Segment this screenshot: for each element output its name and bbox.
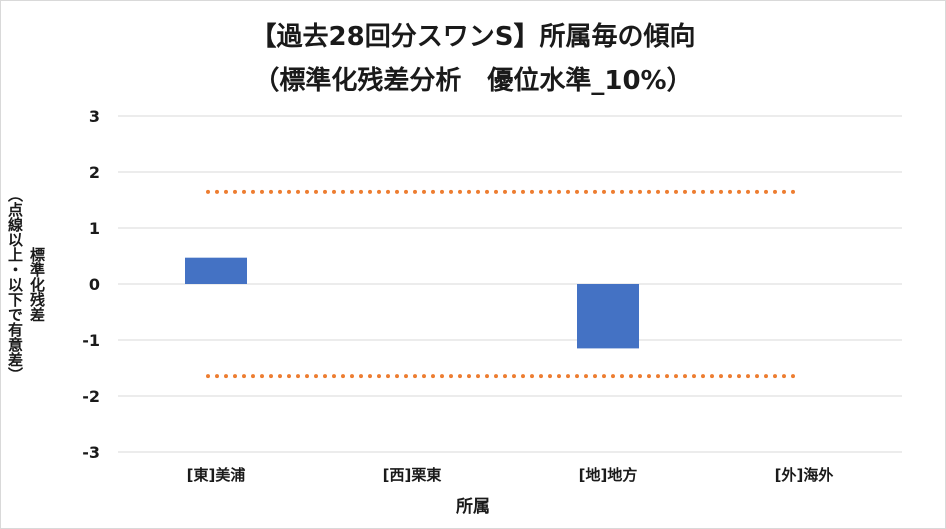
y-tick-label: 3 — [89, 107, 100, 126]
chart-title-line2: （標準化残差分析 優位水準_10%） — [253, 66, 693, 96]
y-tick-label: -2 — [82, 387, 100, 406]
y-tick-label: 2 — [89, 163, 100, 182]
y-tick-label: -3 — [82, 443, 100, 462]
x-axis-label: 所属 — [456, 497, 490, 517]
y-tick-label: 0 — [89, 275, 100, 294]
y-axis-label-line1: 標準化残差 — [28, 246, 46, 322]
x-tick-label: [外]海外 — [775, 466, 834, 484]
bar — [577, 284, 639, 349]
x-tick-label: [地]地方 — [579, 466, 638, 484]
x-tick-label: [東]美浦 — [187, 466, 246, 484]
x-tick-label: [西]栗東 — [383, 466, 442, 484]
bar — [185, 257, 247, 284]
y-axis-label: 標準化残差 （点線以上・以下で有意差） — [4, 148, 48, 420]
y-axis-label-line2: （点線以上・以下で有意差） — [6, 186, 24, 382]
y-tick-label: 1 — [89, 219, 100, 238]
y-tick-label: -1 — [82, 331, 100, 350]
chart-title-line1: 【過去28回分スワンS】所属毎の傾向 — [250, 22, 696, 52]
